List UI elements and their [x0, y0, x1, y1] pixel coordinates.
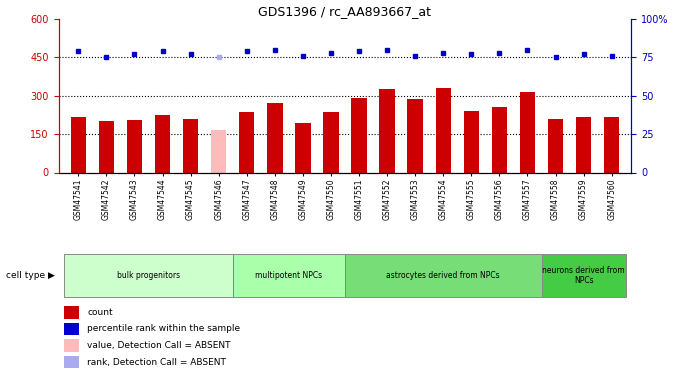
Text: count: count	[88, 308, 113, 317]
Bar	[604, 117, 620, 172]
Bar	[267, 104, 282, 172]
Bar	[351, 98, 367, 172]
Bar	[99, 121, 114, 172]
Bar	[408, 99, 423, 172]
Text: cell type ▶: cell type ▶	[6, 271, 55, 280]
Bar	[520, 92, 535, 172]
Bar	[464, 111, 479, 172]
Bar	[64, 339, 79, 352]
Text: multipotent NPCs: multipotent NPCs	[255, 271, 322, 280]
Bar	[542, 254, 626, 297]
Bar	[345, 254, 542, 297]
Text: rank, Detection Call = ABSENT: rank, Detection Call = ABSENT	[88, 358, 226, 367]
Bar	[548, 118, 563, 172]
Bar	[64, 306, 79, 318]
Bar	[380, 89, 395, 172]
Bar	[323, 112, 339, 172]
Bar	[127, 120, 142, 172]
Bar	[233, 254, 345, 297]
Text: astrocytes derived from NPCs: astrocytes derived from NPCs	[386, 271, 500, 280]
Bar	[239, 112, 255, 172]
Text: bulk progenitors: bulk progenitors	[117, 271, 180, 280]
Bar	[64, 356, 79, 369]
Bar	[492, 107, 507, 172]
Bar	[211, 130, 226, 172]
Bar	[435, 88, 451, 172]
Bar	[70, 117, 86, 172]
Text: value, Detection Call = ABSENT: value, Detection Call = ABSENT	[88, 341, 230, 350]
Bar	[64, 322, 79, 335]
Text: neurons derived from
NPCs: neurons derived from NPCs	[542, 266, 625, 285]
Bar	[64, 254, 233, 297]
Bar	[576, 117, 591, 172]
Text: percentile rank within the sample: percentile rank within the sample	[88, 324, 240, 333]
Bar	[295, 123, 310, 172]
Bar	[183, 118, 198, 172]
Title: GDS1396 / rc_AA893667_at: GDS1396 / rc_AA893667_at	[259, 4, 431, 18]
Bar	[155, 115, 170, 172]
